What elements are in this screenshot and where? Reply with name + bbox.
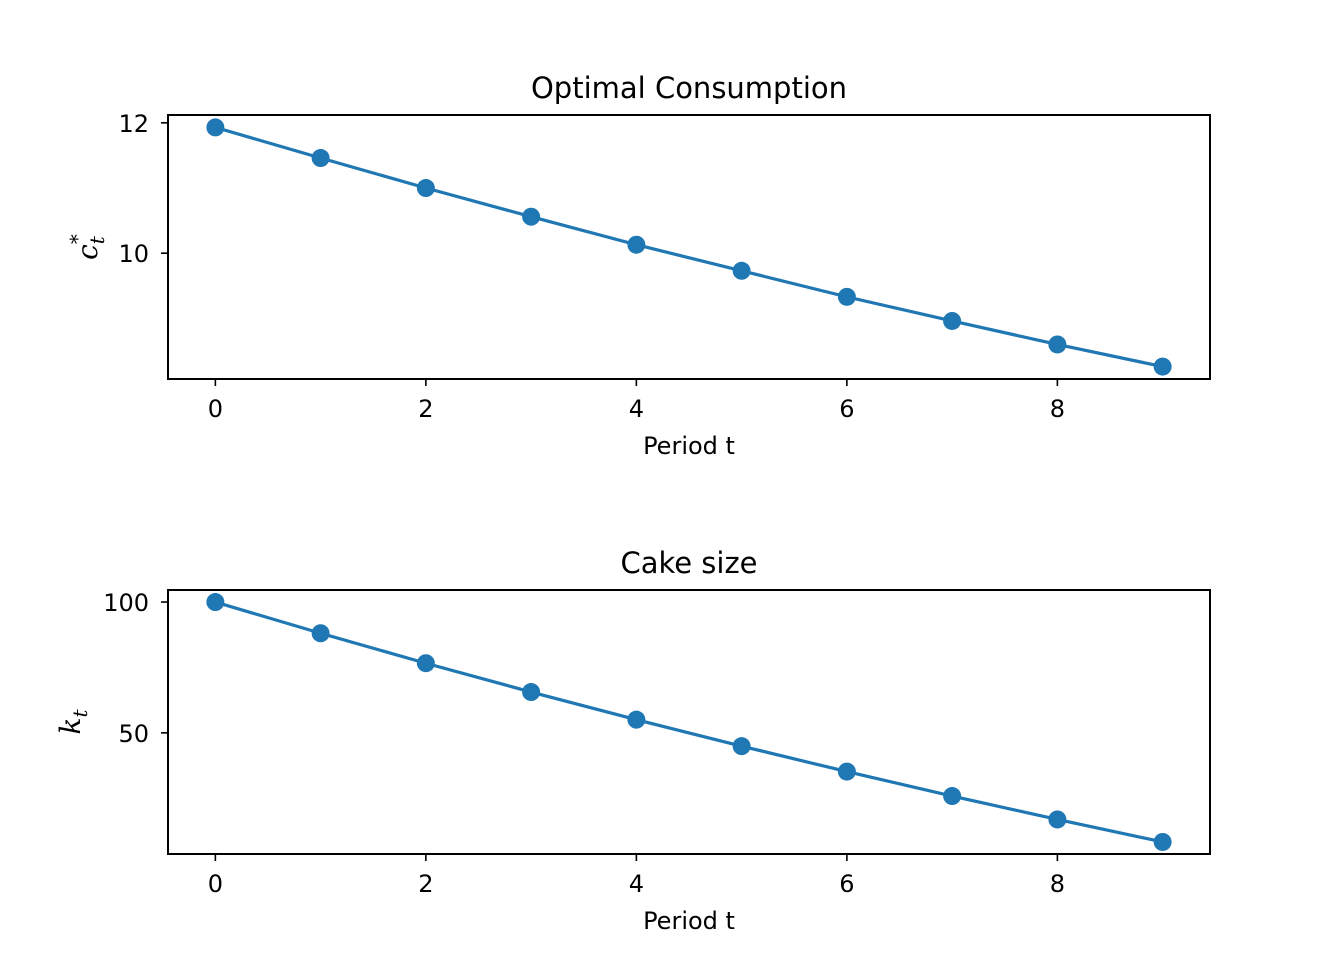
consumption-data-point — [627, 235, 646, 254]
cake-size-data-point — [522, 683, 541, 702]
consumption-markers — [206, 118, 1172, 376]
cake-size-chart-title: Cake size — [620, 546, 757, 580]
cake-size-y-tick-label: 100 — [103, 589, 149, 617]
cake-size-plot-frame — [167, 589, 1211, 855]
consumption-data-point — [732, 261, 751, 280]
consumption-x-tick-label: 2 — [418, 395, 433, 423]
cake-size-markers — [206, 593, 1172, 851]
consumption-data-point — [522, 207, 541, 226]
consumption-x-axis-label: Period t — [643, 432, 735, 460]
cake-size-x-tick-label: 0 — [208, 870, 223, 898]
cake-size-data-point — [416, 654, 435, 673]
consumption-series-line — [214, 125, 1163, 369]
consumption-data-point — [1048, 335, 1067, 354]
cake-size-x-ticks: 0 2 4 6 8 — [208, 854, 1065, 898]
cake-size-data-point — [1153, 832, 1172, 851]
cake-size-data-point — [206, 593, 225, 612]
cake-size-data-point — [311, 624, 330, 643]
consumption-data-point — [416, 179, 435, 198]
consumption-data-point — [206, 118, 225, 137]
cake-size-x-tick-label: 2 — [418, 870, 433, 898]
cake-size-y-axis-label-sub: t — [68, 709, 92, 718]
cake-size-x-tick-label: 4 — [629, 870, 644, 898]
consumption-y-axis-label-base: c — [71, 244, 104, 260]
consumption-y-axis-label-sub: t — [85, 235, 109, 244]
cake-size-data-point — [837, 762, 856, 781]
cake-size-chart: Cake size 0 2 4 6 8 50 100 Period t kt — [54, 546, 1211, 935]
consumption-plot-frame — [167, 114, 1211, 380]
consumption-data-point — [837, 287, 856, 306]
cake-size-y-axis-label: kt — [54, 709, 92, 735]
consumption-y-tick-label: 12 — [118, 110, 149, 138]
cake-size-x-tick-label: 8 — [1050, 870, 1065, 898]
consumption-data-point — [943, 311, 962, 330]
cake-size-x-tick-label: 6 — [839, 870, 854, 898]
consumption-x-tick-label: 0 — [208, 395, 223, 423]
cake-size-y-axis-label-base: k — [54, 718, 87, 735]
cake-size-data-point — [732, 737, 751, 756]
consumption-x-ticks: 0 2 4 6 8 — [208, 379, 1065, 423]
consumption-chart-title: Optimal Consumption — [531, 71, 847, 105]
cake-size-x-axis-label: Period t — [643, 907, 735, 935]
cake-size-y-ticks: 50 100 — [103, 589, 168, 748]
consumption-y-axis-label-sup: * — [65, 234, 89, 244]
consumption-x-tick-label: 6 — [839, 395, 854, 423]
cake-size-series-line — [214, 600, 1163, 844]
cake-size-data-point — [943, 787, 962, 806]
consumption-y-axis-label: ct* — [65, 234, 109, 260]
consumption-x-tick-label: 8 — [1050, 395, 1065, 423]
cake-size-y-tick-label: 50 — [118, 720, 149, 748]
consumption-x-tick-label: 4 — [629, 395, 644, 423]
consumption-y-tick-label: 10 — [118, 240, 149, 268]
consumption-data-point — [1153, 357, 1172, 376]
cake-size-data-point — [627, 710, 646, 729]
consumption-data-point — [311, 149, 330, 168]
cake-size-data-point — [1048, 810, 1067, 829]
consumption-y-ticks: 10 12 — [118, 110, 168, 268]
